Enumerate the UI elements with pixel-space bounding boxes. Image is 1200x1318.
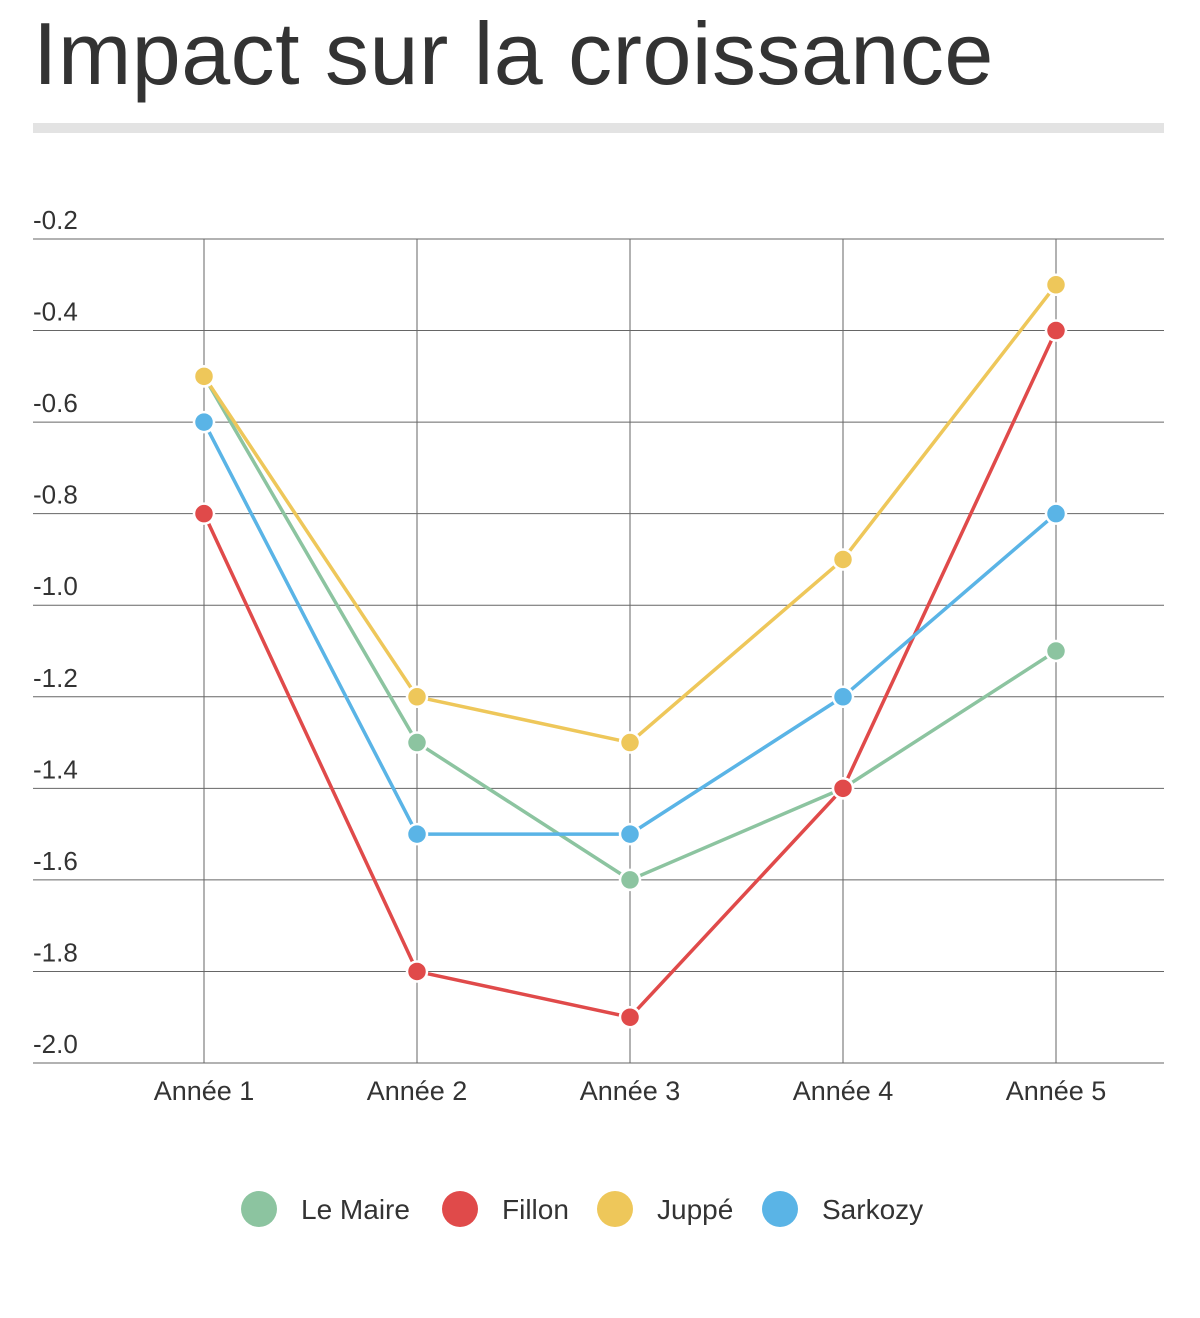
- data-point[interactable]: [1044, 502, 1068, 525]
- y-tick-label: -1.6: [33, 846, 78, 876]
- data-point[interactable]: [405, 960, 429, 983]
- x-tick-label: Année 1: [154, 1076, 255, 1106]
- legend-swatch: [442, 1191, 478, 1227]
- x-axis-ticks: Année 1 Année 2 Année 3 Année 4 Année 5: [154, 1076, 1107, 1106]
- data-point[interactable]: [405, 685, 429, 709]
- data-point[interactable]: [1044, 273, 1068, 297]
- data-point[interactable]: [1044, 639, 1068, 663]
- x-tick-label: Année 3: [580, 1076, 681, 1106]
- y-tick-label: -1.0: [33, 571, 78, 601]
- data-point[interactable]: [831, 685, 855, 709]
- x-tick-label: Année 5: [1006, 1076, 1107, 1106]
- y-tick-label: -1.8: [33, 937, 78, 967]
- data-point[interactable]: [1044, 319, 1068, 342]
- x-tick-label: Année 4: [793, 1076, 894, 1106]
- data-point[interactable]: [405, 731, 429, 754]
- legend-swatch: [597, 1191, 633, 1227]
- data-point[interactable]: [192, 410, 216, 434]
- legend: Le Maire Fillon Juppé Sarkozy: [241, 1191, 923, 1227]
- data-point[interactable]: [618, 822, 642, 846]
- y-tick-label: -1.4: [33, 754, 78, 784]
- y-tick-label: -0.4: [33, 297, 78, 327]
- y-tick-label: -2.0: [33, 1029, 78, 1059]
- legend-swatch: [241, 1191, 277, 1227]
- y-tick-label: -0.8: [33, 480, 78, 510]
- data-point[interactable]: [831, 777, 855, 800]
- data-point[interactable]: [831, 548, 855, 571]
- data-point[interactable]: [192, 365, 216, 388]
- legend-swatch: [762, 1191, 798, 1227]
- legend-label: Le Maire: [301, 1194, 410, 1225]
- data-point[interactable]: [618, 868, 642, 892]
- legend-label: Fillon: [502, 1194, 569, 1225]
- series-points: [192, 273, 1068, 1029]
- chart-title: Impact sur la croissance: [33, 4, 994, 103]
- y-tick-label: -0.2: [33, 205, 78, 235]
- data-point[interactable]: [618, 731, 642, 754]
- x-tick-label: Année 2: [367, 1076, 468, 1106]
- data-point[interactable]: [192, 502, 216, 525]
- data-point[interactable]: [618, 1005, 642, 1029]
- data-point[interactable]: [405, 822, 429, 846]
- y-tick-label: -1.2: [33, 663, 78, 693]
- title-divider: [33, 123, 1164, 133]
- y-tick-label: -0.6: [33, 388, 78, 418]
- legend-label: Sarkozy: [822, 1194, 923, 1225]
- legend-label: Juppé: [657, 1194, 733, 1225]
- y-axis-ticks: -0.2 -0.4 -0.6 -0.8 -1.0 -1.2 -1.4 -1.6 -1.8 -2.0: [33, 205, 78, 1059]
